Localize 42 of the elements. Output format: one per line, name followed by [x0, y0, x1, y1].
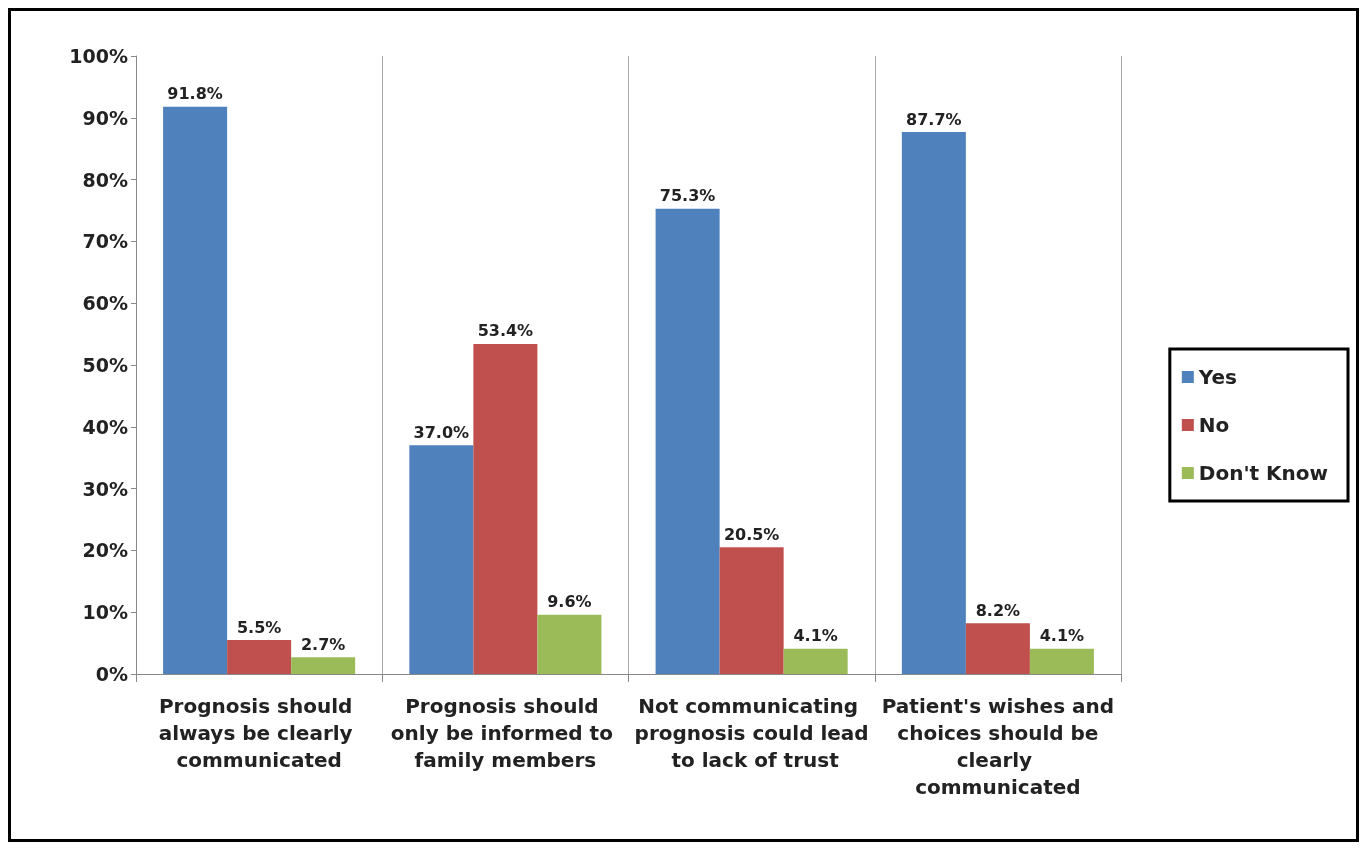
data-label: 87.7% — [906, 109, 962, 129]
bar — [1029, 648, 1094, 674]
y-tick-label: 60% — [82, 292, 128, 315]
bar — [409, 445, 474, 674]
legend-label: Yes — [1197, 365, 1237, 389]
legend-label: No — [1198, 413, 1230, 437]
data-label: 2.7% — [300, 634, 346, 654]
bar — [901, 132, 966, 674]
x-tick-label: Prognosis should only be informed to family members — [390, 693, 620, 772]
x-tick-label: Patient's wishes and choices should be clearly communicated — [881, 693, 1115, 799]
y-tick-label: 80% — [82, 168, 128, 191]
data-label: 37.0% — [413, 422, 470, 442]
data-label: 9.6% — [547, 592, 592, 612]
bar — [537, 614, 602, 674]
bar — [719, 547, 784, 674]
bar — [163, 106, 228, 674]
y-tick-label: 20% — [82, 539, 128, 562]
data-label: 53.4% — [477, 321, 534, 341]
legend-label: Don't Know — [1198, 461, 1329, 485]
bar — [655, 208, 720, 674]
bar — [291, 657, 356, 674]
y-tick-label: 0% — [95, 663, 128, 685]
y-tick-label: 30% — [82, 477, 128, 500]
data-label: 4.1% — [1039, 626, 1085, 646]
y-tick-label: 10% — [82, 601, 128, 624]
y-tick-label: 40% — [82, 415, 128, 438]
bar — [783, 648, 848, 674]
bar — [227, 640, 292, 674]
bar — [965, 623, 1030, 674]
y-tick-label: 90% — [82, 106, 128, 129]
data-label: 5.5% — [236, 617, 282, 637]
data-label: 20.5% — [723, 524, 780, 544]
y-tick-label: 100% — [69, 45, 128, 67]
y-tick-label: 70% — [82, 230, 128, 253]
bar — [473, 343, 538, 674]
data-label: 8.2% — [975, 600, 1021, 620]
data-label: 4.1% — [793, 626, 838, 646]
data-label: 75.3% — [659, 186, 716, 206]
y-tick-label: 50% — [82, 354, 128, 376]
x-tick-label: Not communicating prognosis could lead to lack of trust — [634, 693, 869, 772]
data-label: 91.8% — [167, 84, 223, 104]
x-tick-label: Prognosis should always be clearly communicated — [158, 693, 360, 772]
